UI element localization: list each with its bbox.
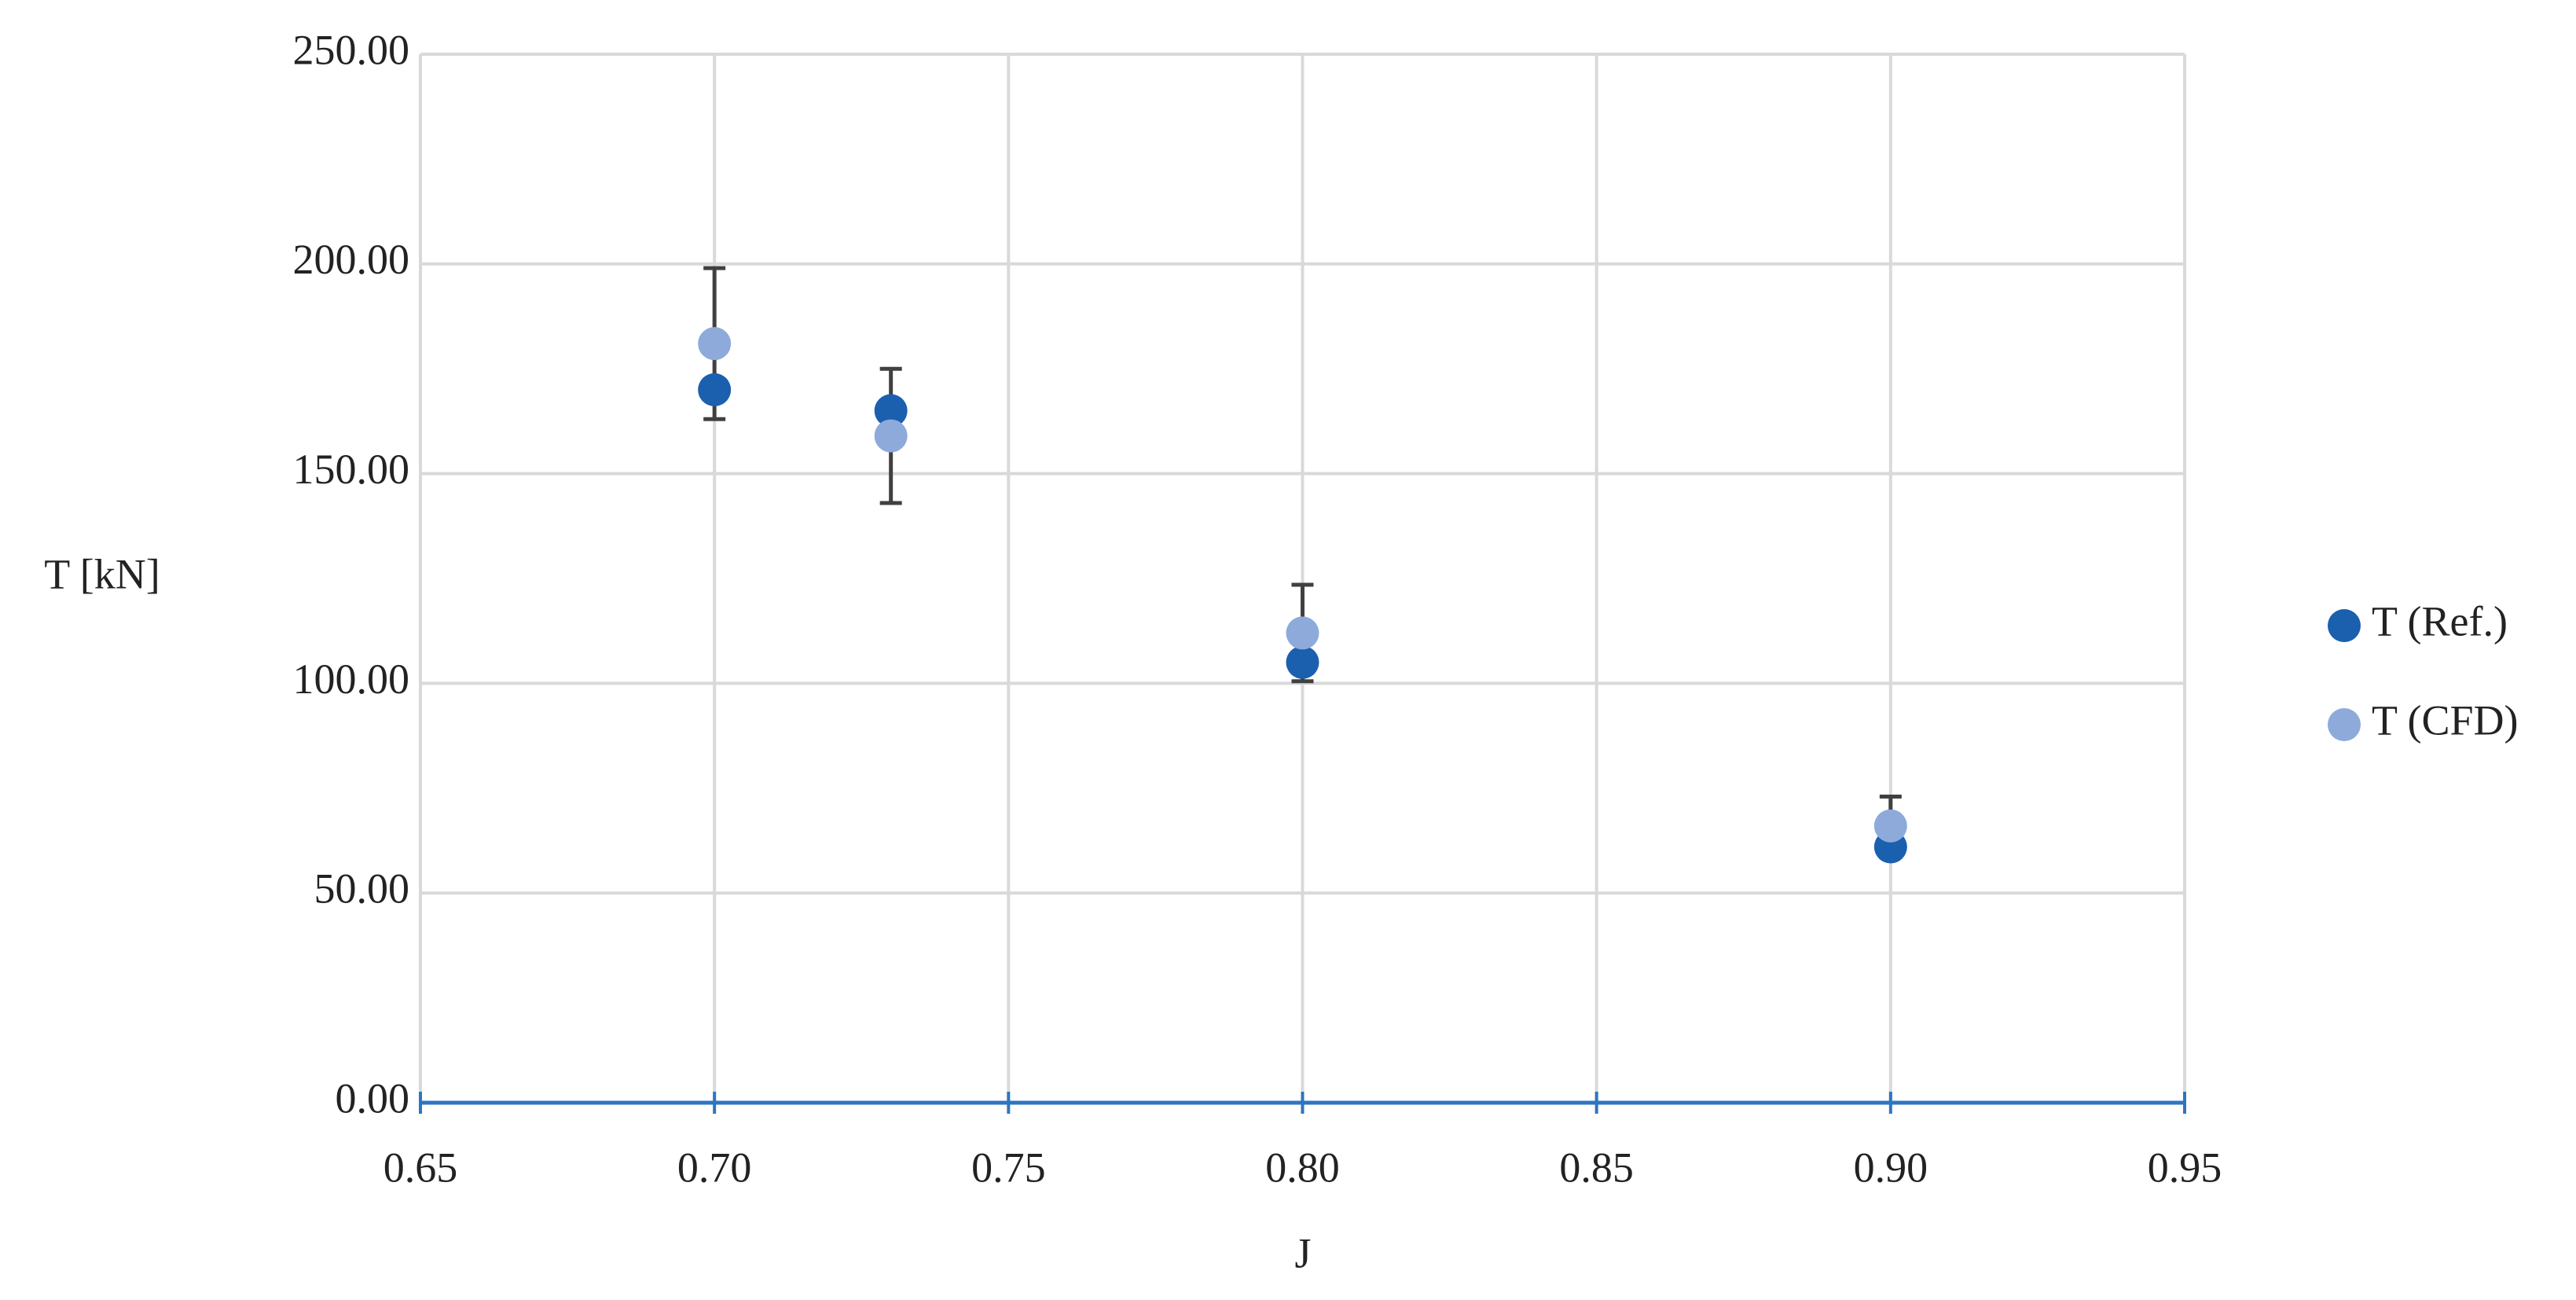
y-tick-label: 250.00 — [293, 26, 410, 73]
x-tick-label: 0.75 — [971, 1144, 1046, 1191]
y-tick-label: 200.00 — [293, 236, 410, 283]
y-tick-label: 100.00 — [293, 656, 410, 703]
legend-marker — [2328, 708, 2361, 741]
x-axis-label: J — [1294, 1229, 1311, 1276]
x-tick-label: 0.85 — [1559, 1144, 1634, 1191]
x-tick-label: 0.80 — [1265, 1144, 1340, 1191]
point — [1286, 645, 1319, 679]
y-tick-label: 150.00 — [293, 446, 410, 493]
y-tick-label: 0.00 — [336, 1074, 410, 1122]
y-tick-label: 50.00 — [314, 865, 410, 913]
point — [874, 394, 908, 428]
legend-label: T (Ref.) — [2372, 597, 2508, 644]
y-axis-label: T [kN] — [44, 550, 160, 597]
x-tick-label: 0.90 — [1854, 1144, 1928, 1191]
x-tick-label: 0.70 — [677, 1144, 752, 1191]
point — [874, 419, 908, 453]
x-tick-label: 0.65 — [383, 1144, 458, 1191]
point — [698, 327, 732, 361]
x-tick-label: 0.95 — [2148, 1144, 2222, 1191]
point — [1286, 616, 1319, 650]
point — [1873, 809, 1907, 843]
point — [698, 373, 732, 406]
legend-label: T (CFD) — [2372, 696, 2519, 744]
legend-marker — [2328, 609, 2361, 642]
